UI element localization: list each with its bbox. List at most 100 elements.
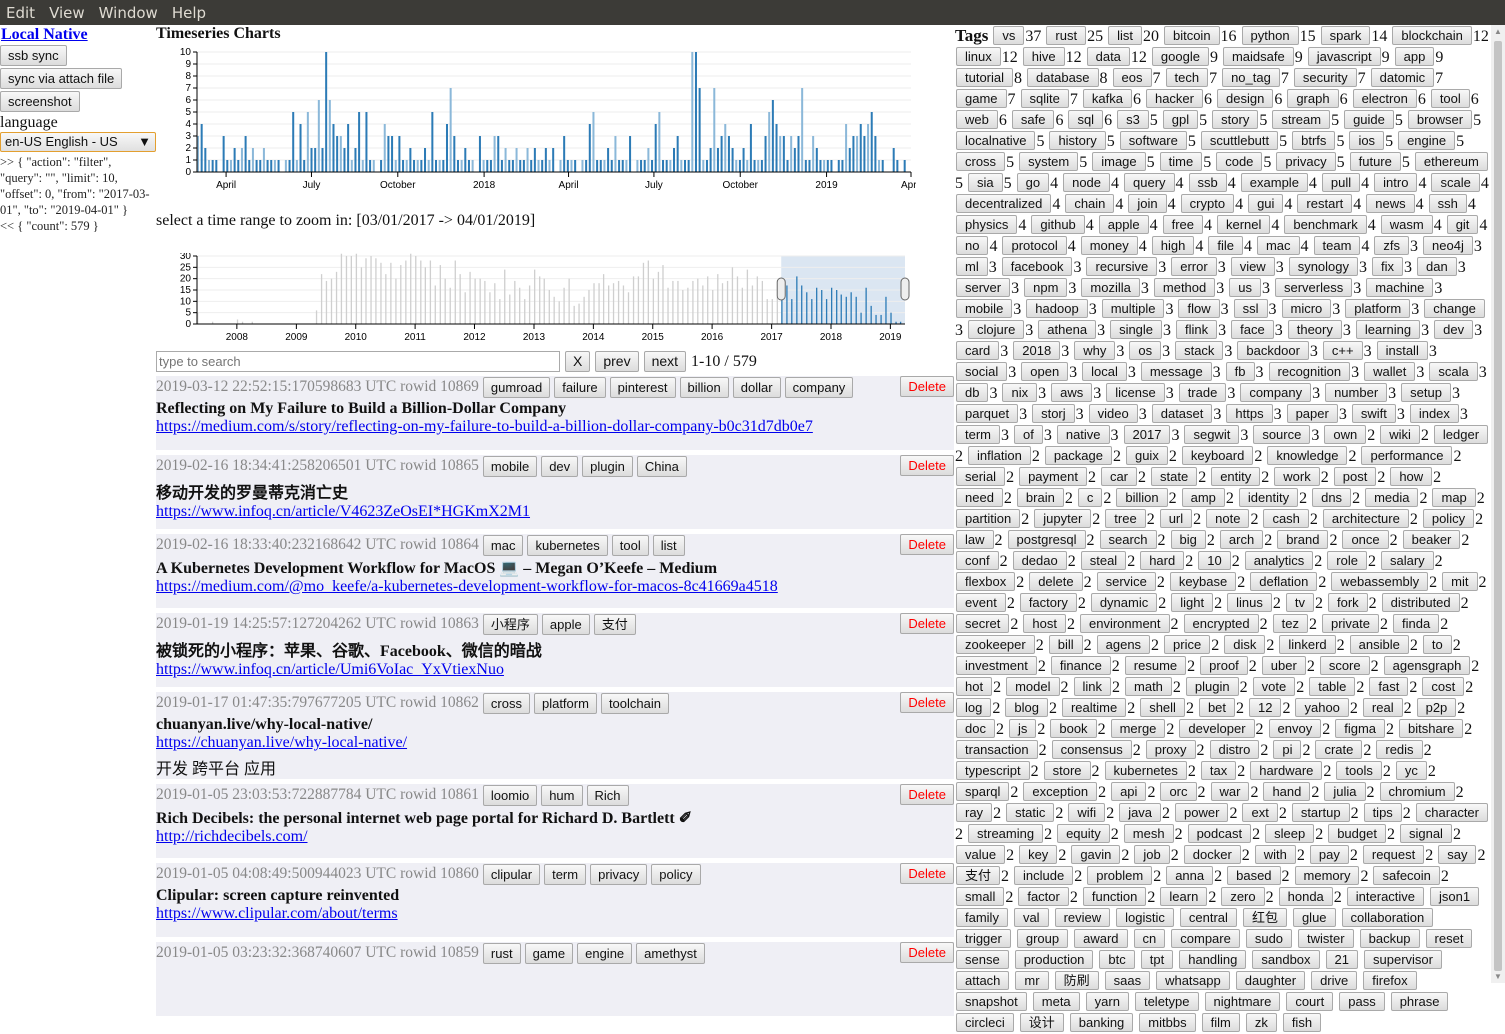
tag-button[interactable]: salary — [1380, 551, 1434, 570]
tag-button[interactable]: hadoop — [1026, 299, 1088, 318]
tag-button[interactable]: exception — [1023, 782, 1098, 801]
tag-button[interactable]: intro — [1374, 173, 1418, 192]
tag-button[interactable]: term — [956, 425, 1000, 444]
tag-button[interactable]: game — [956, 89, 1007, 108]
tag-button[interactable]: pi — [1273, 740, 1302, 759]
menu-edit[interactable]: Edit — [6, 3, 36, 22]
tag-button[interactable]: resume — [1124, 656, 1187, 675]
next-page-button[interactable]: next — [643, 351, 687, 372]
tag-button[interactable]: zero — [1221, 887, 1265, 906]
tag-button[interactable]: python — [1241, 26, 1299, 45]
tag-button[interactable]: wasm — [1380, 215, 1433, 234]
tag-button[interactable]: agens — [1096, 635, 1151, 654]
tag-button[interactable]: nix — [1002, 383, 1038, 402]
tag-button[interactable]: ml — [956, 257, 988, 276]
tag-button[interactable]: postgresql — [1007, 530, 1086, 549]
tag-button[interactable]: brand — [1277, 530, 1329, 549]
tag-button[interactable]: parquet — [956, 404, 1019, 423]
tag-button[interactable]: tools — [1336, 761, 1382, 780]
clear-search-button[interactable]: X — [565, 351, 591, 372]
tag-button[interactable]: drive — [1311, 971, 1358, 990]
tag-button[interactable]: transaction — [956, 740, 1038, 759]
item-tag-button[interactable]: 小程序 — [482, 613, 538, 635]
tag-button[interactable]: database — [1027, 68, 1099, 87]
tag-button[interactable]: dedao — [1012, 551, 1067, 570]
tag-button[interactable]: reset — [1425, 929, 1473, 948]
tag-button[interactable]: number — [1325, 383, 1388, 402]
tag-button[interactable]: btrfs — [1292, 131, 1336, 150]
item-tag-button[interactable]: dollar — [732, 376, 781, 398]
tag-button[interactable]: sqlite — [1020, 89, 1069, 108]
tag-button[interactable]: 21 — [1325, 950, 1359, 969]
tag-button[interactable]: say — [1438, 845, 1477, 864]
tag-button[interactable]: firefox — [1363, 971, 1417, 990]
tag-button[interactable]: google — [1151, 47, 1209, 66]
tag-button[interactable]: team — [1313, 236, 1361, 255]
tag-button[interactable]: sleep — [1265, 824, 1315, 843]
tag-button[interactable]: function — [1082, 887, 1147, 906]
tag-button[interactable]: inflation — [968, 446, 1031, 465]
tag-button[interactable]: power — [1175, 803, 1229, 822]
delete-button[interactable]: Delete — [900, 942, 954, 963]
tag-button[interactable]: error — [1171, 257, 1217, 276]
tag-button[interactable]: steal — [1080, 551, 1127, 570]
tag-button[interactable]: investment — [956, 656, 1037, 675]
scrollbar-thumb[interactable] — [1494, 41, 1502, 971]
item-tag-button[interactable]: hum — [541, 784, 583, 806]
tag-button[interactable]: source — [1253, 425, 1311, 444]
scroll-down-icon[interactable]: ▼ — [1494, 972, 1502, 981]
item-tag-button[interactable]: rust — [482, 942, 521, 964]
tag-button[interactable]: safe — [1011, 110, 1055, 129]
tag-button[interactable]: tutorial — [956, 68, 1014, 87]
tag-button[interactable]: ansible — [1349, 635, 1409, 654]
tag-button[interactable]: factory — [1019, 593, 1077, 612]
tag-button[interactable]: serverless — [1275, 278, 1353, 297]
tag-button[interactable]: sia — [968, 173, 1003, 192]
item-tag-button[interactable]: mac — [482, 534, 524, 556]
tag-button[interactable]: btc — [1099, 950, 1135, 969]
item-url-link[interactable]: https://www.clipular.com/about/terms — [156, 905, 398, 922]
tag-button[interactable]: daughter — [1235, 971, 1306, 990]
tag-button[interactable]: memory — [1294, 866, 1360, 885]
tag-button[interactable]: proof — [1200, 656, 1248, 675]
tag-button[interactable]: datomic — [1370, 68, 1435, 87]
tag-button[interactable]: crate — [1315, 740, 1363, 759]
item-tag-button[interactable]: engine — [577, 942, 633, 964]
tag-button[interactable]: setup — [1401, 383, 1451, 402]
tag-button[interactable]: sql — [1068, 110, 1104, 129]
item-tag-button[interactable]: platform — [533, 692, 597, 714]
tag-button[interactable]: scale — [1431, 173, 1480, 192]
tag-button[interactable]: vs — [993, 26, 1025, 45]
tag-button[interactable]: bitcoin — [1163, 26, 1220, 45]
tag-button[interactable]: supervisor — [1364, 950, 1442, 969]
tag-button[interactable]: figma — [1335, 719, 1386, 738]
tag-button[interactable]: map — [1432, 488, 1476, 507]
tag-button[interactable]: banking — [1069, 1013, 1134, 1032]
tag-button[interactable]: no — [956, 236, 989, 255]
tag-button[interactable]: teletype — [1134, 992, 1199, 1011]
tag-button[interactable]: fish — [1282, 1013, 1322, 1032]
tag-button[interactable]: c — [1077, 488, 1103, 507]
tag-button[interactable]: dan — [1417, 257, 1457, 276]
tag-button[interactable]: mobile — [956, 299, 1013, 318]
tag-button[interactable]: job — [1134, 845, 1170, 864]
tag-button[interactable]: yarn — [1085, 992, 1129, 1011]
tag-button[interactable]: link — [1073, 677, 1112, 696]
delete-button[interactable]: Delete — [900, 784, 954, 805]
screenshot-button[interactable]: screenshot — [0, 91, 80, 112]
tag-button[interactable]: twister — [1298, 929, 1354, 948]
tag-button[interactable]: 红包 — [1242, 908, 1287, 927]
tag-button[interactable]: mitbbs — [1139, 1013, 1196, 1032]
tag-button[interactable]: stream — [1272, 110, 1331, 129]
tag-button[interactable]: c++ — [1322, 341, 1363, 360]
item-tag-button[interactable]: 支付 — [593, 613, 636, 635]
tag-button[interactable]: sense — [956, 950, 1009, 969]
tag-button[interactable]: design — [1217, 89, 1274, 108]
tag-button[interactable]: pass — [1339, 992, 1385, 1011]
tag-button[interactable]: war — [1210, 782, 1250, 801]
item-tag-button[interactable]: apple — [541, 613, 590, 635]
tag-button[interactable]: fork — [1327, 593, 1368, 612]
tag-button[interactable]: url — [1159, 509, 1193, 528]
tag-button[interactable]: npm — [1024, 278, 1068, 297]
tag-button[interactable]: hot — [956, 677, 993, 696]
